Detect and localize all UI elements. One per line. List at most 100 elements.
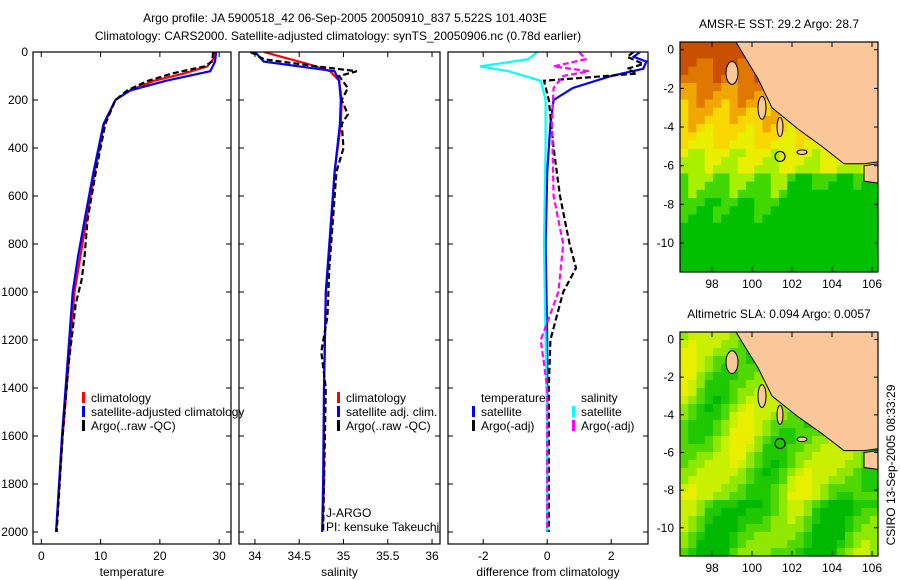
map-cell: [737, 140, 747, 150]
map-cell: [721, 124, 730, 133]
map-cell: [737, 548, 747, 556]
map-cell: [803, 460, 813, 469]
map-cell: [836, 484, 846, 493]
map-cell: [696, 50, 706, 59]
map-cell: [812, 173, 821, 183]
map-cell: [746, 476, 755, 485]
map-cell: [779, 540, 788, 549]
map-cell: [737, 356, 747, 365]
map-cell: [746, 140, 755, 150]
temp-legend-swatch: [82, 392, 85, 403]
y-tick-label: 200: [8, 93, 28, 107]
map-cell: [861, 189, 871, 199]
island: [757, 95, 767, 120]
map-cell: [696, 107, 706, 117]
map-cell: [737, 492, 747, 501]
map-cell: [746, 524, 755, 533]
map-cell: [688, 115, 697, 125]
map-cell: [746, 492, 755, 501]
map-cell: [704, 356, 714, 365]
map-cell: [737, 396, 747, 405]
map-cell: [696, 189, 706, 199]
map-cell: [713, 332, 722, 341]
map-cell: [828, 239, 838, 248]
map-cell: [704, 364, 714, 373]
map-cell: [770, 444, 780, 453]
map-cell: [688, 157, 697, 166]
map-cell: [787, 500, 796, 509]
map-cell: [688, 66, 697, 76]
series-temperature-argo-adj-: [542, 52, 647, 532]
map-cell: [820, 181, 829, 191]
map-cell: [795, 548, 805, 556]
y-tick-label: -4: [663, 408, 674, 422]
map-cell: [737, 380, 747, 389]
map-cell: [820, 214, 829, 224]
map-cell: [746, 364, 755, 373]
map-cell: [737, 348, 747, 357]
map-cell: [688, 500, 697, 509]
map-cell: [688, 230, 697, 240]
map-cell: [746, 99, 755, 109]
map-cell: [820, 516, 829, 525]
map-cell: [704, 428, 714, 437]
map-cell: [696, 524, 706, 533]
map-cell: [737, 444, 747, 453]
map-cell: [754, 140, 763, 150]
map-cell: [721, 157, 730, 166]
map-cell: [795, 214, 805, 224]
map-cell: [812, 484, 821, 493]
map-cell: [845, 189, 854, 199]
map-cell: [680, 396, 689, 405]
map-cell: [787, 444, 796, 453]
land-sumatra: [735, 42, 878, 165]
map-cell: [688, 247, 697, 257]
map-cell: [812, 500, 821, 509]
map-cell: [696, 476, 706, 485]
map-cell: [680, 198, 689, 207]
map-cell: [688, 436, 697, 445]
map-cell: [729, 452, 739, 461]
map-cell: [680, 428, 689, 437]
map-cell: [713, 66, 722, 76]
map-cell: [845, 484, 854, 493]
land-java: [863, 163, 878, 184]
map-cell: [762, 428, 772, 437]
map-cell: [828, 524, 838, 533]
map-cell: [770, 255, 780, 265]
y-tick-label: 0: [667, 43, 674, 57]
map-cell: [721, 404, 730, 413]
map-cell: [836, 173, 846, 183]
sla_map-heatmap: [680, 332, 878, 556]
map-cell: [779, 444, 788, 453]
map-cell: [803, 500, 813, 509]
temp-legend-swatch: [82, 420, 85, 431]
map-cell: [704, 74, 714, 84]
map-cell: [746, 508, 755, 517]
map-cell: [779, 239, 788, 248]
map-cell: [803, 516, 813, 525]
map-cell: [861, 230, 871, 240]
map-cell: [721, 148, 730, 158]
map-cell: [754, 532, 763, 541]
map-cell: [704, 452, 714, 461]
map-cell: [721, 115, 730, 125]
map-cell: [803, 230, 813, 240]
map-cell: [861, 468, 871, 477]
y-tick-label: 1200: [1, 333, 28, 347]
map-cell: [754, 436, 763, 445]
map-cell: [713, 364, 722, 373]
float-program: J-ARGO: [326, 506, 371, 520]
map-cell: [688, 508, 697, 517]
map-cell: [680, 58, 689, 68]
map-cell: [869, 222, 878, 232]
diff-sal-legend-swatch: [572, 406, 575, 417]
map-cell: [795, 132, 805, 142]
map-cell: [754, 380, 763, 389]
map-cell: [845, 165, 854, 174]
map-cell: [688, 91, 697, 100]
y-tick-label: -2: [663, 81, 674, 95]
map-cell: [737, 340, 747, 349]
footer-stamp: CSIRO 13-Sep-2005 08:33:29: [884, 384, 898, 545]
map-cell: [803, 468, 813, 477]
